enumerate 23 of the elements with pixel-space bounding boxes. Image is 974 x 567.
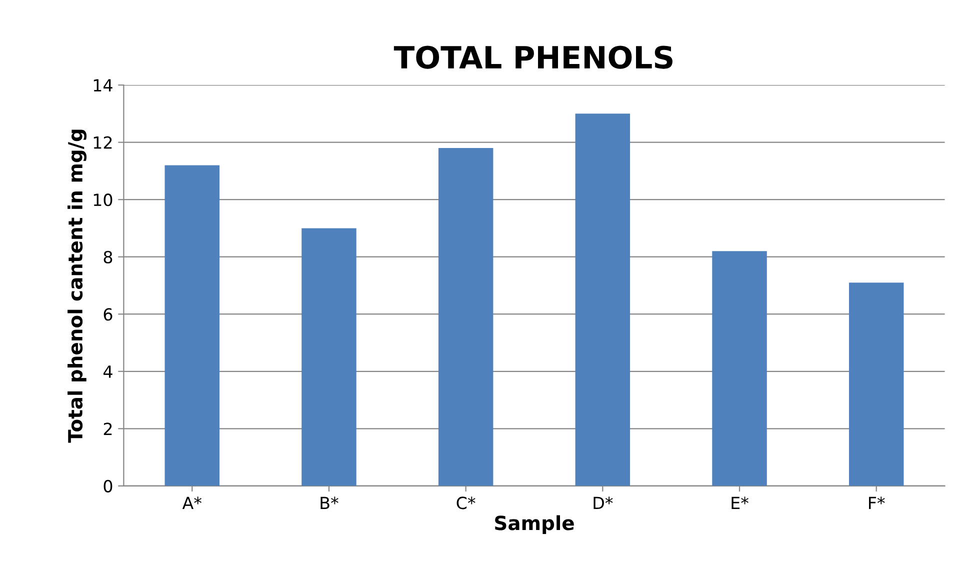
y-tick-label: 2	[104, 422, 112, 435]
bar	[164, 165, 220, 486]
y-tick-label: 0	[104, 480, 112, 492]
bar	[712, 251, 767, 486]
x-tick-label: D*	[594, 496, 613, 509]
y-tick-label: 8	[104, 250, 112, 264]
bar	[302, 228, 356, 486]
y-tick-label: 14	[94, 79, 112, 92]
x-tick-label: B*	[320, 496, 338, 509]
bar	[848, 282, 904, 486]
chart-title: TOTAL PHENOLS	[394, 46, 672, 69]
y-tick-label: 10	[94, 194, 112, 206]
x-tick-label: E*	[732, 496, 748, 509]
y-tick-label: 4	[103, 366, 112, 378]
x-tick-label: C*	[456, 496, 476, 510]
y-tick-label: 6	[104, 308, 112, 321]
bar	[438, 148, 494, 486]
y-axis-title: Total phenol cantent in mg/g	[68, 130, 87, 443]
x-tick-label: F*	[869, 496, 885, 509]
bar	[575, 114, 630, 486]
y-tick-label: 12	[94, 136, 112, 149]
x-axis-title: Sample	[495, 515, 574, 534]
x-tick-label: A*	[182, 496, 202, 509]
